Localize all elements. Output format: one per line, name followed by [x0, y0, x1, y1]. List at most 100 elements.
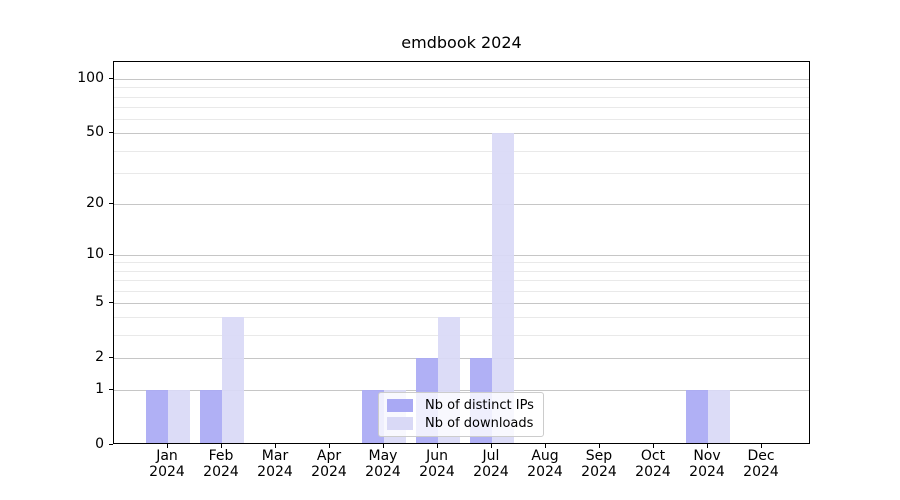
x-tick-label-year: 2024	[257, 463, 293, 480]
x-tick-label-year: 2024	[743, 463, 779, 480]
chart-title: emdbook 2024	[401, 33, 522, 52]
gridline-minor-8	[114, 270, 809, 272]
y-tick-50	[109, 132, 113, 134]
y-tick-label-20: 20	[86, 194, 104, 211]
plot-area	[113, 61, 810, 444]
gridline-minor-70	[114, 107, 809, 108]
x-tick-label-sep: Sep 2024	[559, 448, 639, 480]
legend-swatch-downloads	[387, 417, 413, 430]
bar-nb-of-downloads-jan	[168, 390, 190, 443]
x-tick-label-year: 2024	[311, 463, 347, 480]
bar-nb-of-distinct-ips-nov	[686, 390, 708, 443]
x-tick-apr	[329, 444, 330, 448]
x-tick-label-month: Oct	[640, 448, 666, 464]
x-tick-jan	[167, 444, 168, 448]
legend-swatch-distinct-ips	[387, 399, 413, 412]
bar-nb-of-distinct-ips-jan	[146, 390, 168, 443]
x-tick-label-year: 2024	[527, 463, 563, 480]
x-tick-label-month: Jul	[482, 448, 500, 464]
gridline-minor-9	[114, 262, 809, 264]
legend-entry-distinct-ips: Nb of distinct IPs	[387, 398, 535, 413]
x-tick-label-year: 2024	[473, 463, 509, 480]
x-tick-feb	[221, 444, 222, 448]
y-tick-label-2: 2	[95, 348, 104, 365]
x-tick-may	[383, 444, 384, 448]
gridline-major-100	[114, 79, 809, 80]
x-tick-jun	[437, 444, 438, 448]
x-tick-label-year: 2024	[635, 463, 671, 480]
x-tick-label-month: Sep	[585, 448, 613, 464]
x-tick-label-jan: Jan 2024	[127, 448, 207, 480]
gridline-minor-80	[114, 96, 809, 98]
y-tick-0	[109, 444, 113, 445]
gridline-major-2	[114, 357, 809, 359]
x-tick-label-mar: Mar 2024	[235, 448, 315, 480]
gridline-minor-6	[114, 290, 809, 292]
gridline-minor-7	[114, 280, 809, 282]
gridline-minor-40	[114, 150, 809, 152]
x-tick-dec	[761, 444, 762, 448]
x-tick-label-may: May 2024	[343, 448, 423, 480]
gridline-minor-3	[114, 335, 809, 337]
x-tick-jul	[491, 444, 492, 448]
bar-nb-of-downloads-nov	[708, 390, 730, 443]
x-tick-label-year: 2024	[149, 463, 185, 480]
x-tick-label-jul: Jul 2024	[451, 448, 531, 480]
y-tick-label-0: 0	[95, 436, 104, 452]
x-tick-label-apr: Apr 2024	[289, 448, 369, 480]
y-tick-20	[109, 202, 113, 204]
gridline-major-10	[114, 254, 809, 256]
gridline-major-1	[114, 390, 809, 391]
bar-nb-of-distinct-ips-feb	[200, 390, 222, 443]
bar-nb-of-downloads-feb	[222, 317, 244, 443]
x-tick-label-year: 2024	[419, 463, 455, 480]
gridline-minor-30	[114, 172, 809, 174]
y-tick-5	[109, 301, 113, 303]
gridline-minor-90	[114, 87, 809, 89]
y-tick-label-10: 10	[86, 245, 104, 262]
legend-label-downloads: Nb of downloads	[425, 416, 534, 431]
x-tick-label-month: Apr	[316, 448, 342, 464]
x-tick-oct	[653, 444, 654, 448]
x-tick-label-jun: Jun 2024	[397, 448, 477, 480]
x-tick-label-month: Nov	[693, 448, 721, 464]
x-tick-sep	[599, 444, 600, 448]
x-tick-label-year: 2024	[365, 463, 401, 480]
gridline-major-20	[114, 203, 809, 205]
x-tick-label-year: 2024	[581, 463, 617, 480]
x-tick-label-oct: Oct 2024	[613, 448, 693, 480]
x-tick-label-month: Dec	[747, 448, 775, 464]
legend-entry-downloads: Nb of downloads	[387, 416, 535, 431]
x-tick-label-nov: Nov 2024	[667, 448, 747, 480]
y-tick-label-5: 5	[95, 293, 104, 310]
y-tick-2	[109, 356, 113, 358]
legend-label-distinct-ips: Nb of distinct IPs	[425, 398, 534, 413]
x-tick-label-dec: Dec 2024	[721, 448, 801, 480]
y-tick-100	[109, 78, 113, 79]
gridline-minor-60	[114, 119, 809, 120]
x-tick-label-month: Mar	[261, 448, 289, 464]
x-tick-label-month: Jun	[426, 448, 448, 464]
y-tick-label-1: 1	[95, 381, 104, 397]
x-tick-label-month: May	[368, 448, 398, 464]
gridline-major-50	[114, 133, 809, 135]
x-tick-nov	[707, 444, 708, 448]
gridline-major-5	[114, 302, 809, 304]
x-tick-aug	[545, 444, 546, 448]
y-tick-label-100: 100	[77, 70, 104, 86]
x-tick-mar	[275, 444, 276, 448]
x-tick-label-month: Feb	[208, 448, 234, 464]
legend: Nb of distinct IPs Nb of downloads	[378, 392, 544, 437]
x-tick-label-year: 2024	[689, 463, 725, 480]
x-tick-label-month: Jan	[156, 448, 178, 464]
y-tick-label-50: 50	[86, 124, 104, 141]
x-tick-label-year: 2024	[203, 463, 239, 480]
gridline-minor-4	[114, 317, 809, 319]
x-tick-label-month: Aug	[531, 448, 559, 464]
y-tick-10	[109, 253, 113, 255]
x-tick-label-aug: Aug 2024	[505, 448, 585, 480]
x-tick-label-feb: Feb 2024	[181, 448, 261, 480]
bar-nb-of-downloads-jul	[492, 133, 514, 443]
y-tick-1	[109, 389, 113, 390]
